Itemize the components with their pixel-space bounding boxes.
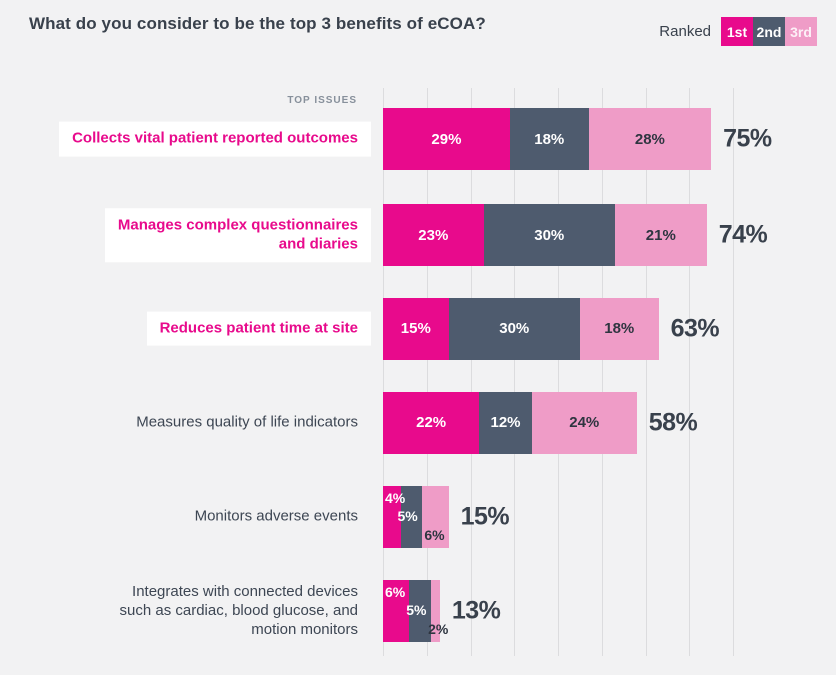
segment-value-label: 30% <box>534 226 565 244</box>
row-label-line: such as cardiac, blood glucose, and <box>119 601 358 619</box>
chart-row: Reduces patient time at site 15% 30% 18% 63% <box>0 297 836 360</box>
gridline-30 <box>514 88 516 656</box>
row-label-line: Monitors adverse events <box>194 507 358 525</box>
bar-segment-3rd: 24% <box>531 391 637 454</box>
chart-row: Integrates with connected devices such as… <box>0 580 836 642</box>
stacked-bar: 22% 12% 24% <box>383 391 637 454</box>
row-total-label: 74% <box>718 220 768 249</box>
segment-value-label: 5% <box>406 602 427 618</box>
bar-segment-3rd <box>422 485 449 548</box>
segment-value-label: 24% <box>569 414 600 431</box>
bar-segment-1st: 29% <box>383 108 510 170</box>
segment-value-label: 2% <box>428 621 449 637</box>
row-label: Measures quality of life indicators <box>136 413 358 432</box>
stacked-bar: 6% 5% 2% <box>383 580 448 642</box>
segment-value-label: 6% <box>424 526 445 543</box>
segment-value-label: 4% <box>385 489 406 506</box>
row-label: Monitors adverse events <box>195 507 358 526</box>
chart-row: Measures quality of life indicators 22% 12… <box>0 391 836 454</box>
row-total-label: 63% <box>670 314 720 342</box>
bar-segment-3rd: 18% <box>579 297 659 360</box>
gridline-20 <box>470 88 472 656</box>
row-label-line: Measures quality of life indicators <box>136 413 358 431</box>
segment-value-label: 30% <box>499 320 530 337</box>
legend-item-3rd: 3rd <box>785 17 817 46</box>
segment-value-label: 18% <box>534 130 565 148</box>
row-label: Integrates with connected devices such as… <box>120 583 358 639</box>
bar-segment-2nd: 18% <box>509 108 589 170</box>
gridline-70 <box>689 88 691 656</box>
segment-value-label: 15% <box>400 320 431 337</box>
bar-segment-3rd: 21% <box>614 204 707 266</box>
segment-value-label: 22% <box>416 414 447 431</box>
segment-value-label: 28% <box>634 130 665 148</box>
bar-segment-1st <box>383 485 401 548</box>
bar-segment-1st <box>383 580 410 642</box>
stacked-bar: 4% 5% 6% <box>383 485 449 548</box>
bar-segment-2nd: 30% <box>448 297 580 360</box>
row-label-line: motion monitors <box>251 620 358 638</box>
segment-value-label: 29% <box>431 130 462 148</box>
row-label-line: Integrates with connected devices <box>132 582 358 600</box>
chart-title: What do you consider to be the top 3 ben… <box>29 14 486 33</box>
segment-value-label: 5% <box>397 507 418 524</box>
bar-segment-1st: 15% <box>383 297 449 360</box>
row-label-line: Manages complex questionnaires <box>117 216 358 234</box>
top-issues-header: TOP ISSUES <box>287 95 357 106</box>
segment-value-label: 18% <box>604 320 635 337</box>
stacked-bar: 23% 30% 21% <box>383 204 707 266</box>
row-label-line: and diaries <box>278 235 358 252</box>
stacked-bar: 29% 18% 28% <box>383 108 712 170</box>
bar-segment-2nd: 12% <box>479 391 532 454</box>
gridline-0 <box>383 88 384 656</box>
segment-value-label: 21% <box>645 226 676 244</box>
gridline-40 <box>558 88 559 656</box>
legend-label: Ranked <box>659 23 711 40</box>
bar-segment-2nd <box>400 485 423 548</box>
segment-value-label: 23% <box>418 226 449 244</box>
row-label-line: Reduces patient time at site <box>159 319 358 337</box>
legend-item-2nd: 2nd <box>753 17 785 46</box>
row-total-label: 13% <box>451 596 501 625</box>
row-label: Manages complex questionnaires and diarie… <box>104 208 371 262</box>
legend-item-1st: 1st <box>721 17 753 46</box>
gridline-80 <box>733 88 734 656</box>
bar-segment-2nd <box>409 580 432 642</box>
rank-legend: Ranked 1st 2nd 3rd <box>659 17 817 46</box>
chart-row: Monitors adverse events 4% 5% 6% 15% <box>0 485 836 548</box>
stacked-bar: 15% 30% 18% <box>383 297 659 360</box>
gridline-50 <box>601 88 603 656</box>
gridline-60 <box>645 88 647 656</box>
bar-segment-1st: 22% <box>383 391 480 454</box>
bar-segment-3rd <box>431 580 440 642</box>
segment-value-label: 6% <box>385 584 406 600</box>
legend-swatches: 1st 2nd 3rd <box>721 17 817 46</box>
gridline-10 <box>426 88 428 656</box>
row-label: Collects vital patient reported outcomes <box>59 121 371 157</box>
row-label: Reduces patient time at site <box>146 311 371 346</box>
bar-segment-1st: 23% <box>383 204 484 266</box>
chart-row: Manages complex questionnaires and diarie… <box>0 204 836 266</box>
row-total-label: 15% <box>460 502 510 530</box>
bar-segment-2nd: 30% <box>483 204 615 266</box>
row-label-line: Collects vital patient reported outcomes <box>72 129 358 147</box>
row-total-label: 58% <box>648 408 698 436</box>
segment-value-label: 12% <box>490 414 521 431</box>
chart-row: Collects vital patient reported outcomes… <box>0 108 836 170</box>
bar-segment-3rd: 28% <box>588 108 712 170</box>
row-total-label: 75% <box>723 124 772 153</box>
